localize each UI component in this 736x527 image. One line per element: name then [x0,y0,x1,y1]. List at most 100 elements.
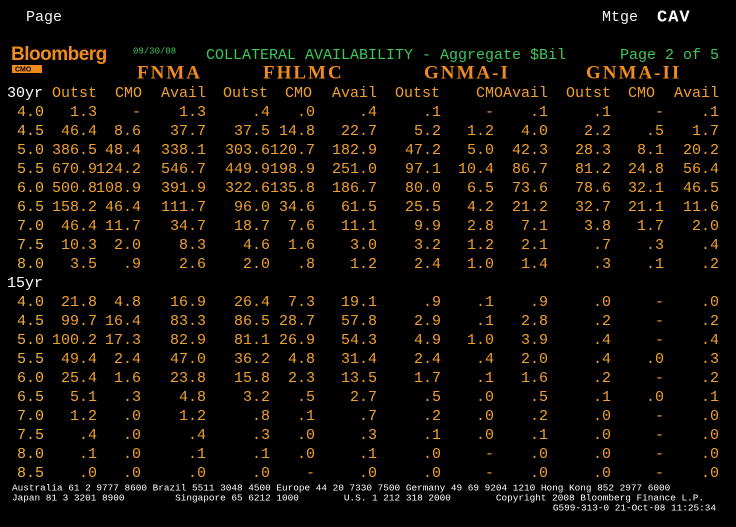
cell: .1 [530,104,548,121]
cell: 251.0 [332,161,377,178]
cell: .0 [123,446,141,463]
cell: 3.0 [350,237,377,254]
cell: 96.0 [234,199,270,216]
cell: .2 [530,408,548,425]
cell: 11.1 [341,218,377,235]
cell: 2.0 [521,351,548,368]
cell: - [655,370,664,387]
cell: 7.1 [521,218,548,235]
cell: 5.2 [414,123,441,140]
column-header: Outst [566,85,611,102]
cell: 25.5 [405,199,441,216]
cell: 2.3 [288,370,315,387]
cell: .1 [79,446,97,463]
cell: .0 [423,446,441,463]
screen-title: COLLATERAL AVAILABILITY - Aggregate $Bil [206,47,566,64]
cell: .2 [593,370,611,387]
cell: 37.7 [170,123,206,140]
cell: 386.5 [52,142,97,159]
cell: 546.7 [161,161,206,178]
cell: .0 [297,427,315,444]
column-header: Avail [161,85,206,102]
cell: .1 [701,104,719,121]
cell: .2 [423,408,441,425]
cell: .2 [701,370,719,387]
cell: 1.4 [521,256,548,273]
cell: .0 [593,465,611,482]
cell: .0 [297,446,315,463]
cell: 8.6 [114,123,141,140]
cell: 16.4 [105,313,141,330]
cell: 7.3 [288,294,315,311]
cell: 1.2 [467,237,494,254]
cell: 99.7 [61,313,97,330]
cell: 4.9 [414,332,441,349]
coupon: 7.5 [17,237,44,254]
footer: Australia 61 2 9777 8600 Brazil 5511 304… [12,482,716,513]
cell: - [132,104,141,121]
cell: - [655,313,664,330]
cell: 37.5 [234,123,270,140]
footer-line: Japan 81 3 3201 8900 Singapore 65 6212 1… [12,492,704,503]
cell: - [306,465,315,482]
cell: .2 [701,256,719,273]
cell: 4.8 [114,294,141,311]
column-header: CMO [628,85,655,102]
cell: .0 [123,408,141,425]
cell: 500.8 [52,180,97,197]
function-label: Mtge [602,9,638,26]
group-header: FNMA [137,62,202,83]
cell: .4 [79,427,97,444]
cell: - [485,465,494,482]
cell: 81.2 [575,161,611,178]
coupon: 7.0 [17,408,44,425]
cell: 21.8 [61,294,97,311]
cell: .1 [646,256,664,273]
cell: .0 [530,465,548,482]
footer-line: G599-313-0 21-Oct-08 11:25:34 [553,502,717,513]
coupon: 4.5 [17,313,44,330]
cell: .4 [593,351,611,368]
cell: 1.7 [414,370,441,387]
cell: .1 [423,104,441,121]
coupon: 6.5 [17,199,44,216]
cell: 3.8 [584,218,611,235]
cell: 34.6 [279,199,315,216]
cell: .4 [252,104,270,121]
coupon: 6.0 [17,180,44,197]
cell: 26.4 [234,294,270,311]
cell: .7 [593,237,611,254]
column-header: Outst [223,85,268,102]
cell: .1 [359,446,377,463]
cell: 1.0 [467,332,494,349]
coupon: 5.0 [17,332,44,349]
cell: 4.8 [288,351,315,368]
cell: 46.4 [105,199,141,216]
cell: .0 [123,465,141,482]
cell: 24.8 [628,161,664,178]
cell: 2.8 [467,218,494,235]
cell: 2.9 [414,313,441,330]
cell: 120.7 [270,142,315,159]
cell: .1 [476,370,494,387]
cell: 449.9 [225,161,270,178]
cell: 20.2 [683,142,719,159]
cell: 34.7 [170,218,206,235]
cell: 1.2 [70,408,97,425]
cell: 3.2 [243,389,270,406]
cell: 80.0 [405,180,441,197]
cell: 78.6 [575,180,611,197]
cell: .4 [188,427,206,444]
cell: .2 [593,313,611,330]
cell: .0 [476,389,494,406]
cell: 73.6 [512,180,548,197]
logo-bar [12,65,42,73]
cell: 31.4 [341,351,377,368]
cell: .0 [530,446,548,463]
cell: 338.1 [161,142,206,159]
function-code: CAV [657,8,691,27]
cell: .3 [701,351,719,368]
cell: .0 [359,465,377,482]
